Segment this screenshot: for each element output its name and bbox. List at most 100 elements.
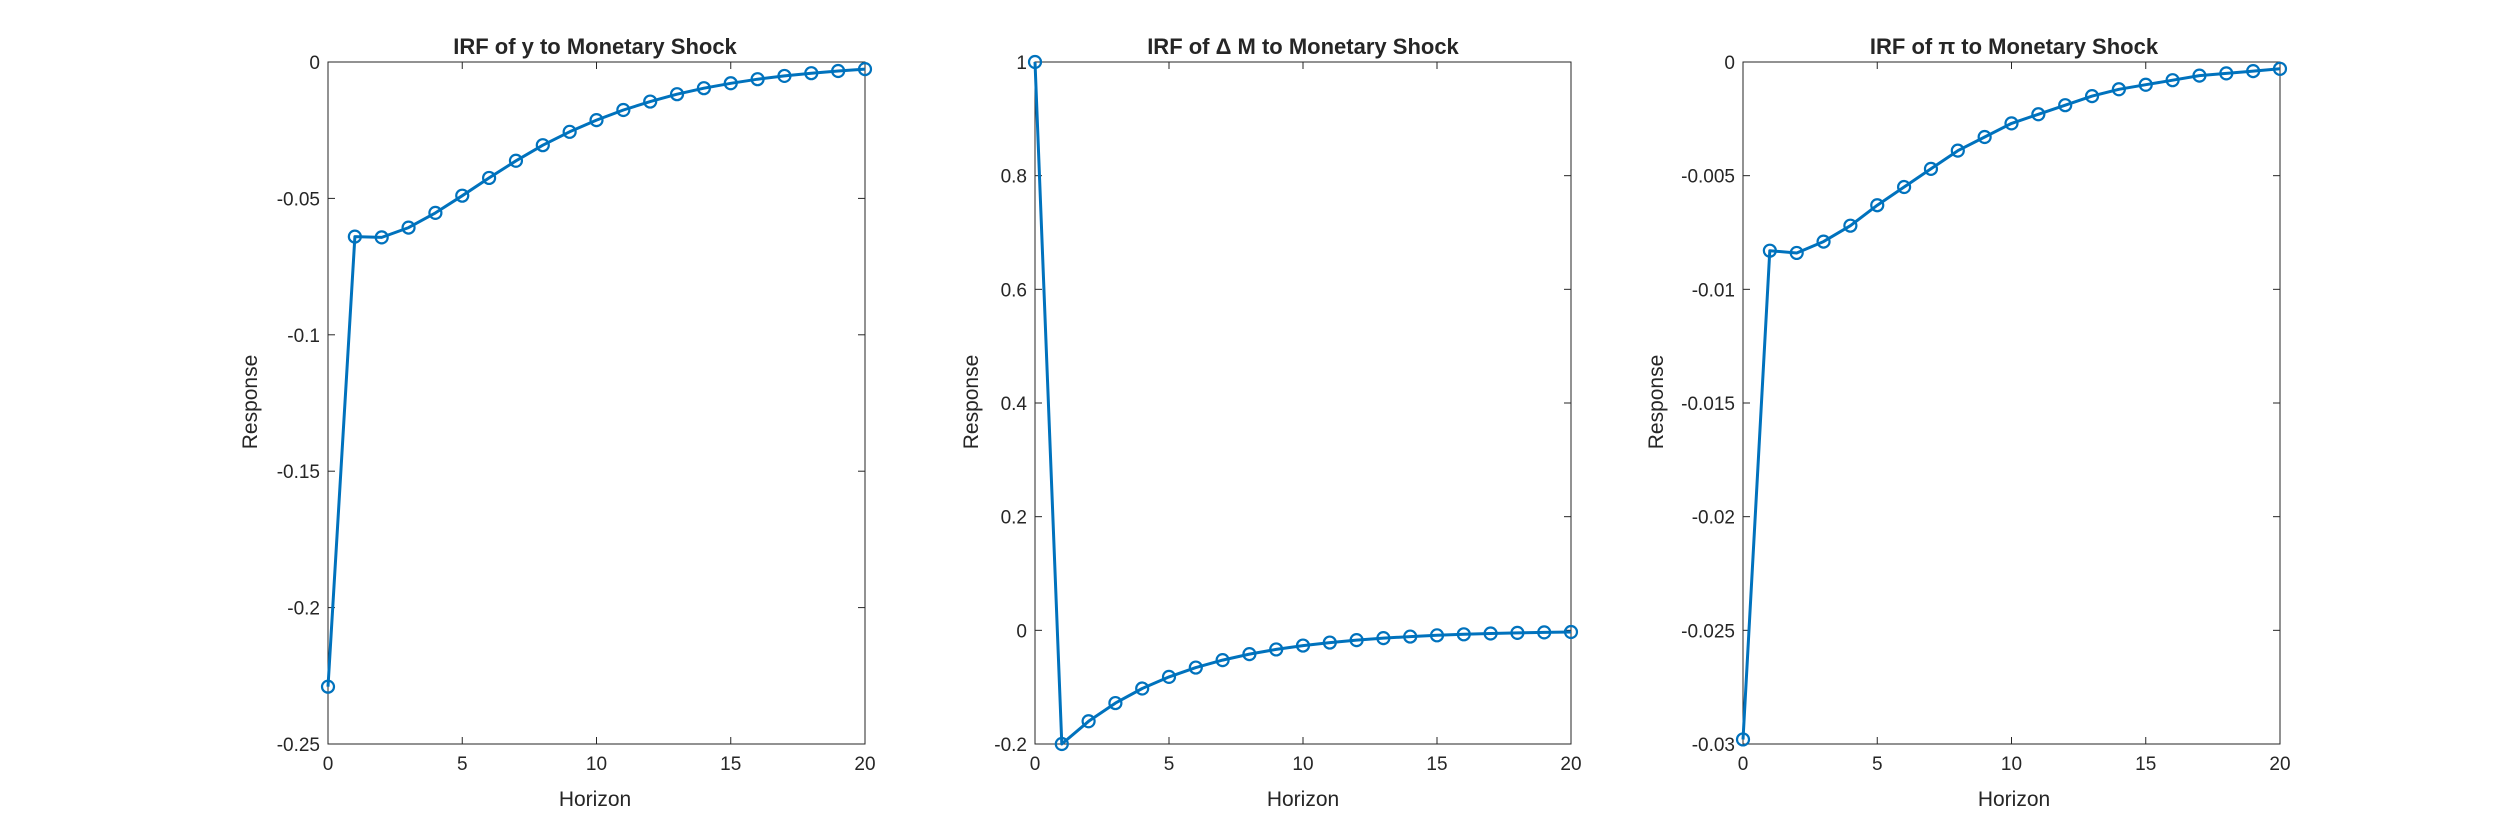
x-axis-label: Horizon — [1978, 788, 2050, 811]
y-tick-label: -0.15 — [277, 462, 320, 483]
y-tick-label: -0.025 — [1681, 621, 1735, 642]
x-axis-label: Horizon — [1267, 788, 1339, 811]
data-point — [1950, 143, 1965, 158]
x-tick-label: 15 — [720, 754, 741, 775]
data-point — [2084, 88, 2100, 104]
y-axis-label: Response — [960, 355, 983, 450]
data-point — [1403, 629, 1418, 644]
data-point — [1322, 635, 1337, 650]
data-point — [616, 102, 631, 118]
data-point — [1537, 625, 1552, 640]
data-point — [1295, 638, 1311, 653]
data-point — [857, 61, 873, 77]
x-tick-label: 0 — [1030, 754, 1041, 775]
y-tick-label: 0.6 — [1001, 280, 1027, 301]
data-point — [320, 679, 336, 694]
data-point — [1429, 628, 1445, 643]
y-tick-label: -0.02 — [1692, 508, 1735, 529]
data-point — [2272, 61, 2288, 76]
subplot-title: IRF of y to Monetary Shock — [453, 34, 737, 59]
data-point — [2246, 63, 2261, 79]
data-point — [1870, 198, 1885, 213]
data-point — [2111, 82, 2126, 97]
data-point — [1483, 626, 1498, 641]
y-tick-label: 0.4 — [1001, 394, 1028, 415]
data-point — [750, 72, 765, 87]
data-point — [401, 220, 416, 235]
y-tick-label: 0 — [309, 53, 320, 74]
data-point — [508, 153, 524, 168]
x-tick-label: 10 — [586, 754, 607, 775]
data-point — [1563, 624, 1579, 640]
data-point — [777, 68, 792, 84]
data-point — [1108, 695, 1123, 711]
x-tick-label: 5 — [457, 754, 468, 775]
y-axis-label: Response — [239, 355, 262, 450]
data-point — [2192, 68, 2207, 83]
data-point — [1081, 714, 1096, 729]
data-point — [1349, 633, 1364, 648]
x-tick-label: 15 — [2135, 754, 2156, 775]
data-point — [831, 63, 846, 79]
data-point — [1735, 732, 1751, 747]
data-point — [723, 76, 738, 91]
y-tick-label: 0 — [1724, 53, 1735, 74]
x-tick-label: 5 — [1164, 754, 1175, 775]
x-axis-label: Horizon — [559, 788, 631, 811]
data-point — [1135, 681, 1150, 696]
y-tick-label: -0.015 — [1681, 394, 1735, 415]
subplot-pi-irf: IRF of π to Monetary Shock Horizon Respo… — [1645, 34, 2291, 811]
data-point — [1188, 660, 1203, 675]
subplot-y-irf: IRF of y to Monetary Shock Horizon Respo… — [239, 34, 876, 811]
series-line — [326, 67, 866, 687]
subplot-dm-irf: IRF of Δ M to Monetary Shock Horizon Res… — [960, 34, 1582, 811]
series-line — [1741, 67, 2281, 740]
y-tick-label: -0.2 — [994, 735, 1027, 756]
data-point — [374, 230, 389, 245]
data-point — [589, 113, 604, 128]
y-tick-label: 0.2 — [1001, 508, 1027, 529]
data-point — [2058, 98, 2073, 113]
series-line — [1033, 61, 1572, 746]
y-tick-label: -0.1 — [287, 326, 320, 347]
data-point — [482, 170, 497, 186]
data-point — [1027, 54, 1043, 70]
data-point — [535, 138, 550, 153]
data-point — [428, 205, 443, 220]
data-point — [2165, 73, 2180, 88]
data-point — [2219, 66, 2234, 81]
data-point — [2138, 77, 2153, 92]
data-point — [455, 188, 470, 203]
x-tick-label: 10 — [1292, 754, 1313, 775]
data-point — [1923, 161, 1939, 176]
data-point — [696, 81, 712, 96]
x-tick-label: 20 — [2269, 754, 2290, 775]
data-point — [1510, 625, 1525, 640]
y-tick-label: -0.01 — [1692, 280, 1735, 301]
data-point — [1161, 669, 1177, 684]
data-point — [347, 229, 362, 244]
x-tick-label: 10 — [2001, 754, 2022, 775]
x-tick-label: 15 — [1426, 754, 1447, 775]
x-tick-label: 20 — [1560, 754, 1581, 775]
x-tick-label: 0 — [323, 754, 334, 775]
data-point — [1242, 647, 1257, 662]
data-point — [643, 94, 658, 109]
data-point — [1977, 129, 1992, 145]
data-point — [562, 124, 577, 139]
data-point — [1789, 245, 1804, 261]
y-tick-label: 0.8 — [1001, 167, 1027, 188]
subplot-title: IRF of π to Monetary Shock — [1870, 34, 2159, 59]
data-point — [1456, 627, 1471, 642]
y-tick-label: -0.005 — [1681, 167, 1735, 188]
data-point — [1215, 653, 1230, 668]
data-point — [1376, 631, 1391, 646]
data-point — [1816, 234, 1831, 249]
y-tick-label: -0.25 — [277, 735, 320, 756]
data-point — [669, 87, 685, 102]
data-point — [804, 66, 819, 81]
x-tick-label: 20 — [854, 754, 875, 775]
y-tick-label: -0.03 — [1692, 735, 1735, 756]
y-tick-label: -0.2 — [287, 599, 320, 620]
